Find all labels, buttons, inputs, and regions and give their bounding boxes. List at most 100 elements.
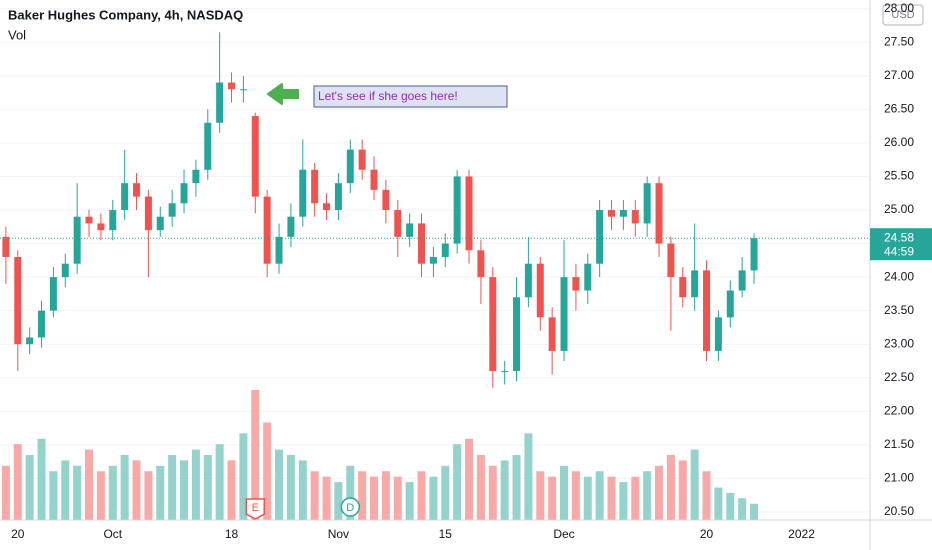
volume-bar — [750, 503, 759, 520]
y-tick-label: 22.50 — [884, 370, 914, 384]
candle-body — [14, 256, 22, 345]
volume-bar — [25, 455, 34, 520]
candle-body — [239, 89, 247, 91]
x-tick-label: 15 — [439, 527, 453, 541]
volume-bar — [702, 471, 711, 520]
candle-body — [560, 277, 568, 351]
volume-bar — [726, 492, 735, 520]
volume-bar — [132, 460, 141, 520]
candle-body — [477, 250, 485, 278]
volume-bar — [120, 455, 129, 520]
y-tick-label: 27.00 — [884, 68, 914, 82]
candle-body — [655, 183, 663, 244]
volume-bar — [381, 471, 390, 520]
volume-bar — [738, 498, 747, 520]
volume-bar — [666, 455, 675, 520]
candle-body — [619, 210, 627, 217]
volume-bar — [488, 465, 497, 520]
event-label: D — [346, 502, 354, 514]
volume-bar — [322, 476, 331, 520]
candle-body — [334, 183, 342, 211]
candle-body — [501, 371, 509, 373]
candle-body — [394, 210, 402, 237]
candle-body — [192, 169, 200, 184]
candle-body — [489, 277, 497, 372]
volume-bar — [678, 460, 687, 520]
candle-body — [85, 216, 93, 224]
volume-bar — [215, 444, 224, 520]
dividend-marker — [340, 497, 361, 517]
event-label: E — [252, 502, 259, 514]
volume-pane — [1, 390, 759, 520]
volume-bar — [275, 449, 284, 520]
candle-body — [536, 263, 544, 318]
volume-bar — [251, 390, 260, 520]
candle-body — [2, 236, 10, 257]
volume-bar — [156, 465, 165, 520]
volume-bar — [346, 465, 355, 520]
y-tick-label: 21.00 — [884, 471, 914, 485]
y-tick-label: 26.50 — [884, 102, 914, 116]
candle-body — [73, 216, 81, 264]
volume-bar — [73, 465, 82, 520]
candle-body — [263, 196, 271, 264]
volume-bar — [227, 460, 236, 520]
y-tick-label: 24.00 — [884, 269, 914, 283]
volume-bar — [512, 455, 521, 520]
candle-body — [667, 243, 675, 278]
y-tick-label: 21.50 — [884, 437, 914, 451]
candle-body — [572, 277, 580, 291]
candle-body — [584, 263, 592, 291]
last-price-box — [870, 228, 932, 261]
volume-bar — [441, 465, 450, 520]
x-tick-label: 2022 — [788, 527, 815, 541]
volume-bar — [239, 433, 248, 520]
volume-bar — [405, 482, 414, 520]
candle-body — [513, 297, 521, 372]
volume-bar — [607, 476, 616, 520]
volume-bar — [96, 471, 105, 520]
candle-body — [703, 270, 711, 351]
volume-bar — [417, 471, 426, 520]
y-tick-label: 23.00 — [884, 336, 914, 350]
earnings-marker — [245, 498, 266, 520]
candle-body — [631, 210, 639, 224]
annotation-arrow — [267, 83, 299, 105]
volume-bar — [358, 471, 367, 520]
x-tick-label: 20 — [11, 527, 25, 541]
volume-bar — [583, 476, 592, 520]
candle-body — [168, 203, 176, 217]
y-tick-label: 23.50 — [884, 303, 914, 317]
volume-bar — [144, 471, 153, 520]
volume-bar — [524, 433, 533, 520]
y-tick-label: 28.00 — [884, 1, 914, 15]
annotation-box — [313, 85, 508, 108]
candle-body — [453, 176, 461, 244]
candle-body — [299, 169, 307, 217]
volume-bar — [560, 465, 569, 520]
volume-bar — [619, 482, 628, 520]
volume-bar — [37, 438, 46, 520]
candle-body — [382, 189, 390, 211]
x-tick-label: Nov — [328, 527, 349, 541]
candle-body — [144, 196, 152, 231]
candle-body — [429, 256, 437, 264]
candle-body — [524, 263, 532, 298]
candle-body — [406, 223, 414, 237]
candle-body — [714, 317, 722, 351]
y-tick-label: 26.00 — [884, 135, 914, 149]
y-tick-label: 22.00 — [884, 403, 914, 417]
candle-body — [418, 223, 426, 264]
volume-bar — [655, 465, 664, 520]
axes: 20.50 21.00 21.50 22.00 22.50 23.00 23.50 24.00… — [11, 1, 932, 541]
volume-bar — [108, 465, 117, 520]
chart-title: Baker Hughes Company, 4h, NASDAQ — [8, 7, 243, 22]
volume-bar — [595, 471, 604, 520]
candle-body — [691, 270, 699, 298]
candle-body — [323, 203, 331, 211]
volume-bar — [631, 476, 640, 520]
currency-box[interactable] — [882, 4, 924, 26]
currency-label: USD — [891, 9, 914, 21]
candle-body — [26, 337, 34, 345]
